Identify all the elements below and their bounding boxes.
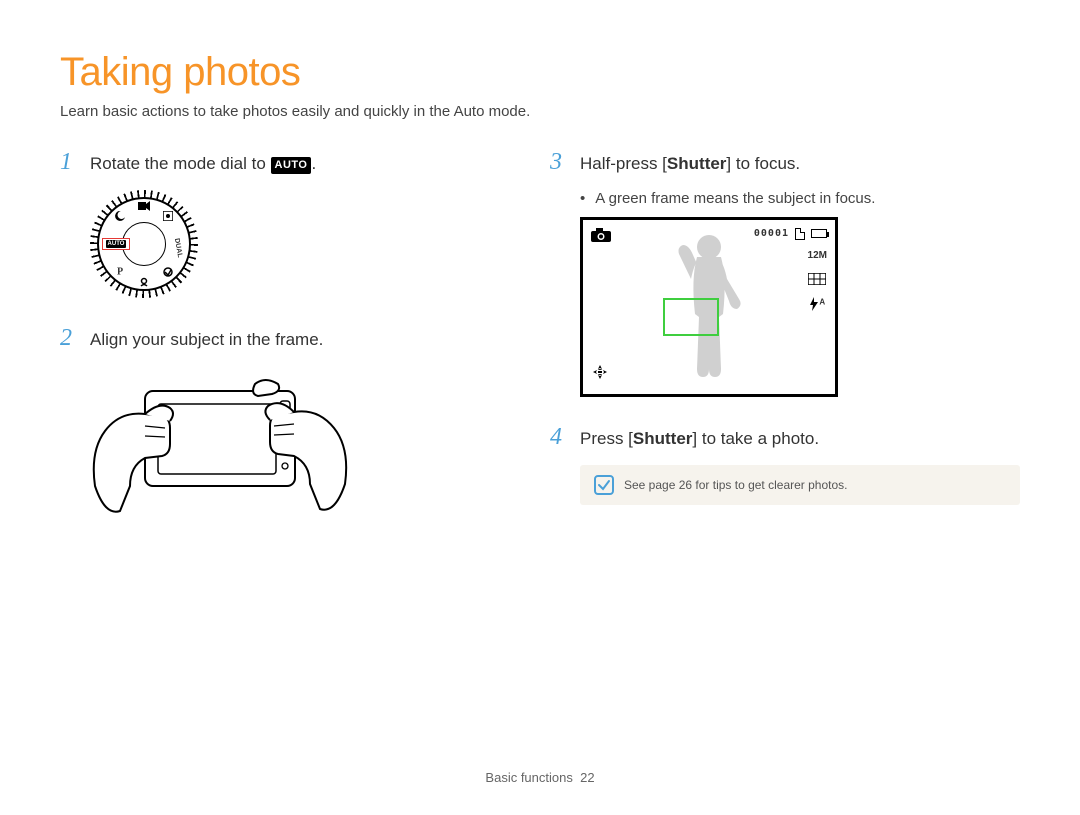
movie-icon — [138, 201, 150, 211]
page-intro: Learn basic actions to take photos easil… — [60, 103, 1020, 120]
step-text: Rotate the mode dial to AUTO. — [90, 150, 316, 176]
step-4: 4 Press [Shutter] to take a photo. — [550, 425, 1020, 451]
night-icon — [115, 211, 125, 221]
footer-page-number: 22 — [580, 770, 594, 785]
step-3: 3 Half-press [Shutter] to focus. — [550, 150, 1020, 176]
step-2: 2 Align your subject in the frame. — [60, 326, 490, 352]
mode-dial-illustration: AUTO DUAL P — [90, 190, 490, 298]
lcd-right-indicators: 12M A — [808, 250, 827, 312]
step1-after: . — [311, 154, 316, 173]
scene-icon — [163, 211, 173, 221]
step3-after: ] to focus. — [726, 154, 800, 173]
resolution-label: 12M — [808, 250, 827, 261]
step-number: 4 — [550, 425, 568, 449]
bullet-text: A green frame means the subject in focus… — [595, 190, 875, 207]
step-text: Align your subject in the frame. — [90, 326, 323, 352]
smart-icon — [163, 267, 173, 277]
left-column: 1 Rotate the mode dial to AUTO. AUTO DUA… — [60, 150, 490, 551]
lcd-preview-illustration: 00001 12M A — [580, 217, 1020, 397]
beauty-icon — [139, 277, 149, 287]
step4-before: Press [ — [580, 429, 633, 448]
step1-before: Rotate the mode dial to — [90, 154, 271, 173]
step-text: Press [Shutter] to take a photo. — [580, 425, 819, 451]
flash-auto-label: A — [809, 297, 825, 312]
lcd-top-right: 00001 — [754, 228, 827, 240]
battery-icon — [811, 229, 827, 238]
step-number: 3 — [550, 150, 568, 174]
note-text: See page 26 for tips to get clearer phot… — [624, 478, 847, 492]
note-icon — [594, 475, 614, 495]
p-label: P — [117, 266, 123, 277]
step-1: 1 Rotate the mode dial to AUTO. — [60, 150, 490, 176]
step-text: Half-press [Shutter] to focus. — [580, 150, 800, 176]
step4-after: ] to take a photo. — [692, 429, 819, 448]
quality-icon — [808, 273, 826, 285]
page-footer: Basic functions 22 — [0, 770, 1080, 785]
focus-frame — [663, 298, 719, 336]
step-number: 1 — [60, 150, 78, 174]
shutter-label: Shutter — [633, 429, 693, 448]
step3-before: Half-press [ — [580, 154, 667, 173]
lcd-counter: 00001 — [754, 228, 789, 239]
page-title: Taking photos — [60, 50, 1020, 95]
tip-note: See page 26 for tips to get clearer phot… — [580, 465, 1020, 505]
step-number: 2 — [60, 326, 78, 350]
footer-section: Basic functions — [485, 770, 572, 785]
lcd-stabilizer-icon — [591, 363, 609, 386]
shutter-label: Shutter — [667, 154, 727, 173]
dial-auto-highlight: AUTO — [102, 238, 130, 250]
sd-card-icon — [795, 228, 805, 240]
auto-badge: AUTO — [271, 157, 312, 174]
hands-camera-illustration — [90, 366, 490, 531]
right-column: 3 Half-press [Shutter] to focus. A green… — [550, 150, 1020, 551]
camera-mode-icon — [591, 228, 611, 242]
step-3-bullet: A green frame means the subject in focus… — [580, 190, 1020, 207]
